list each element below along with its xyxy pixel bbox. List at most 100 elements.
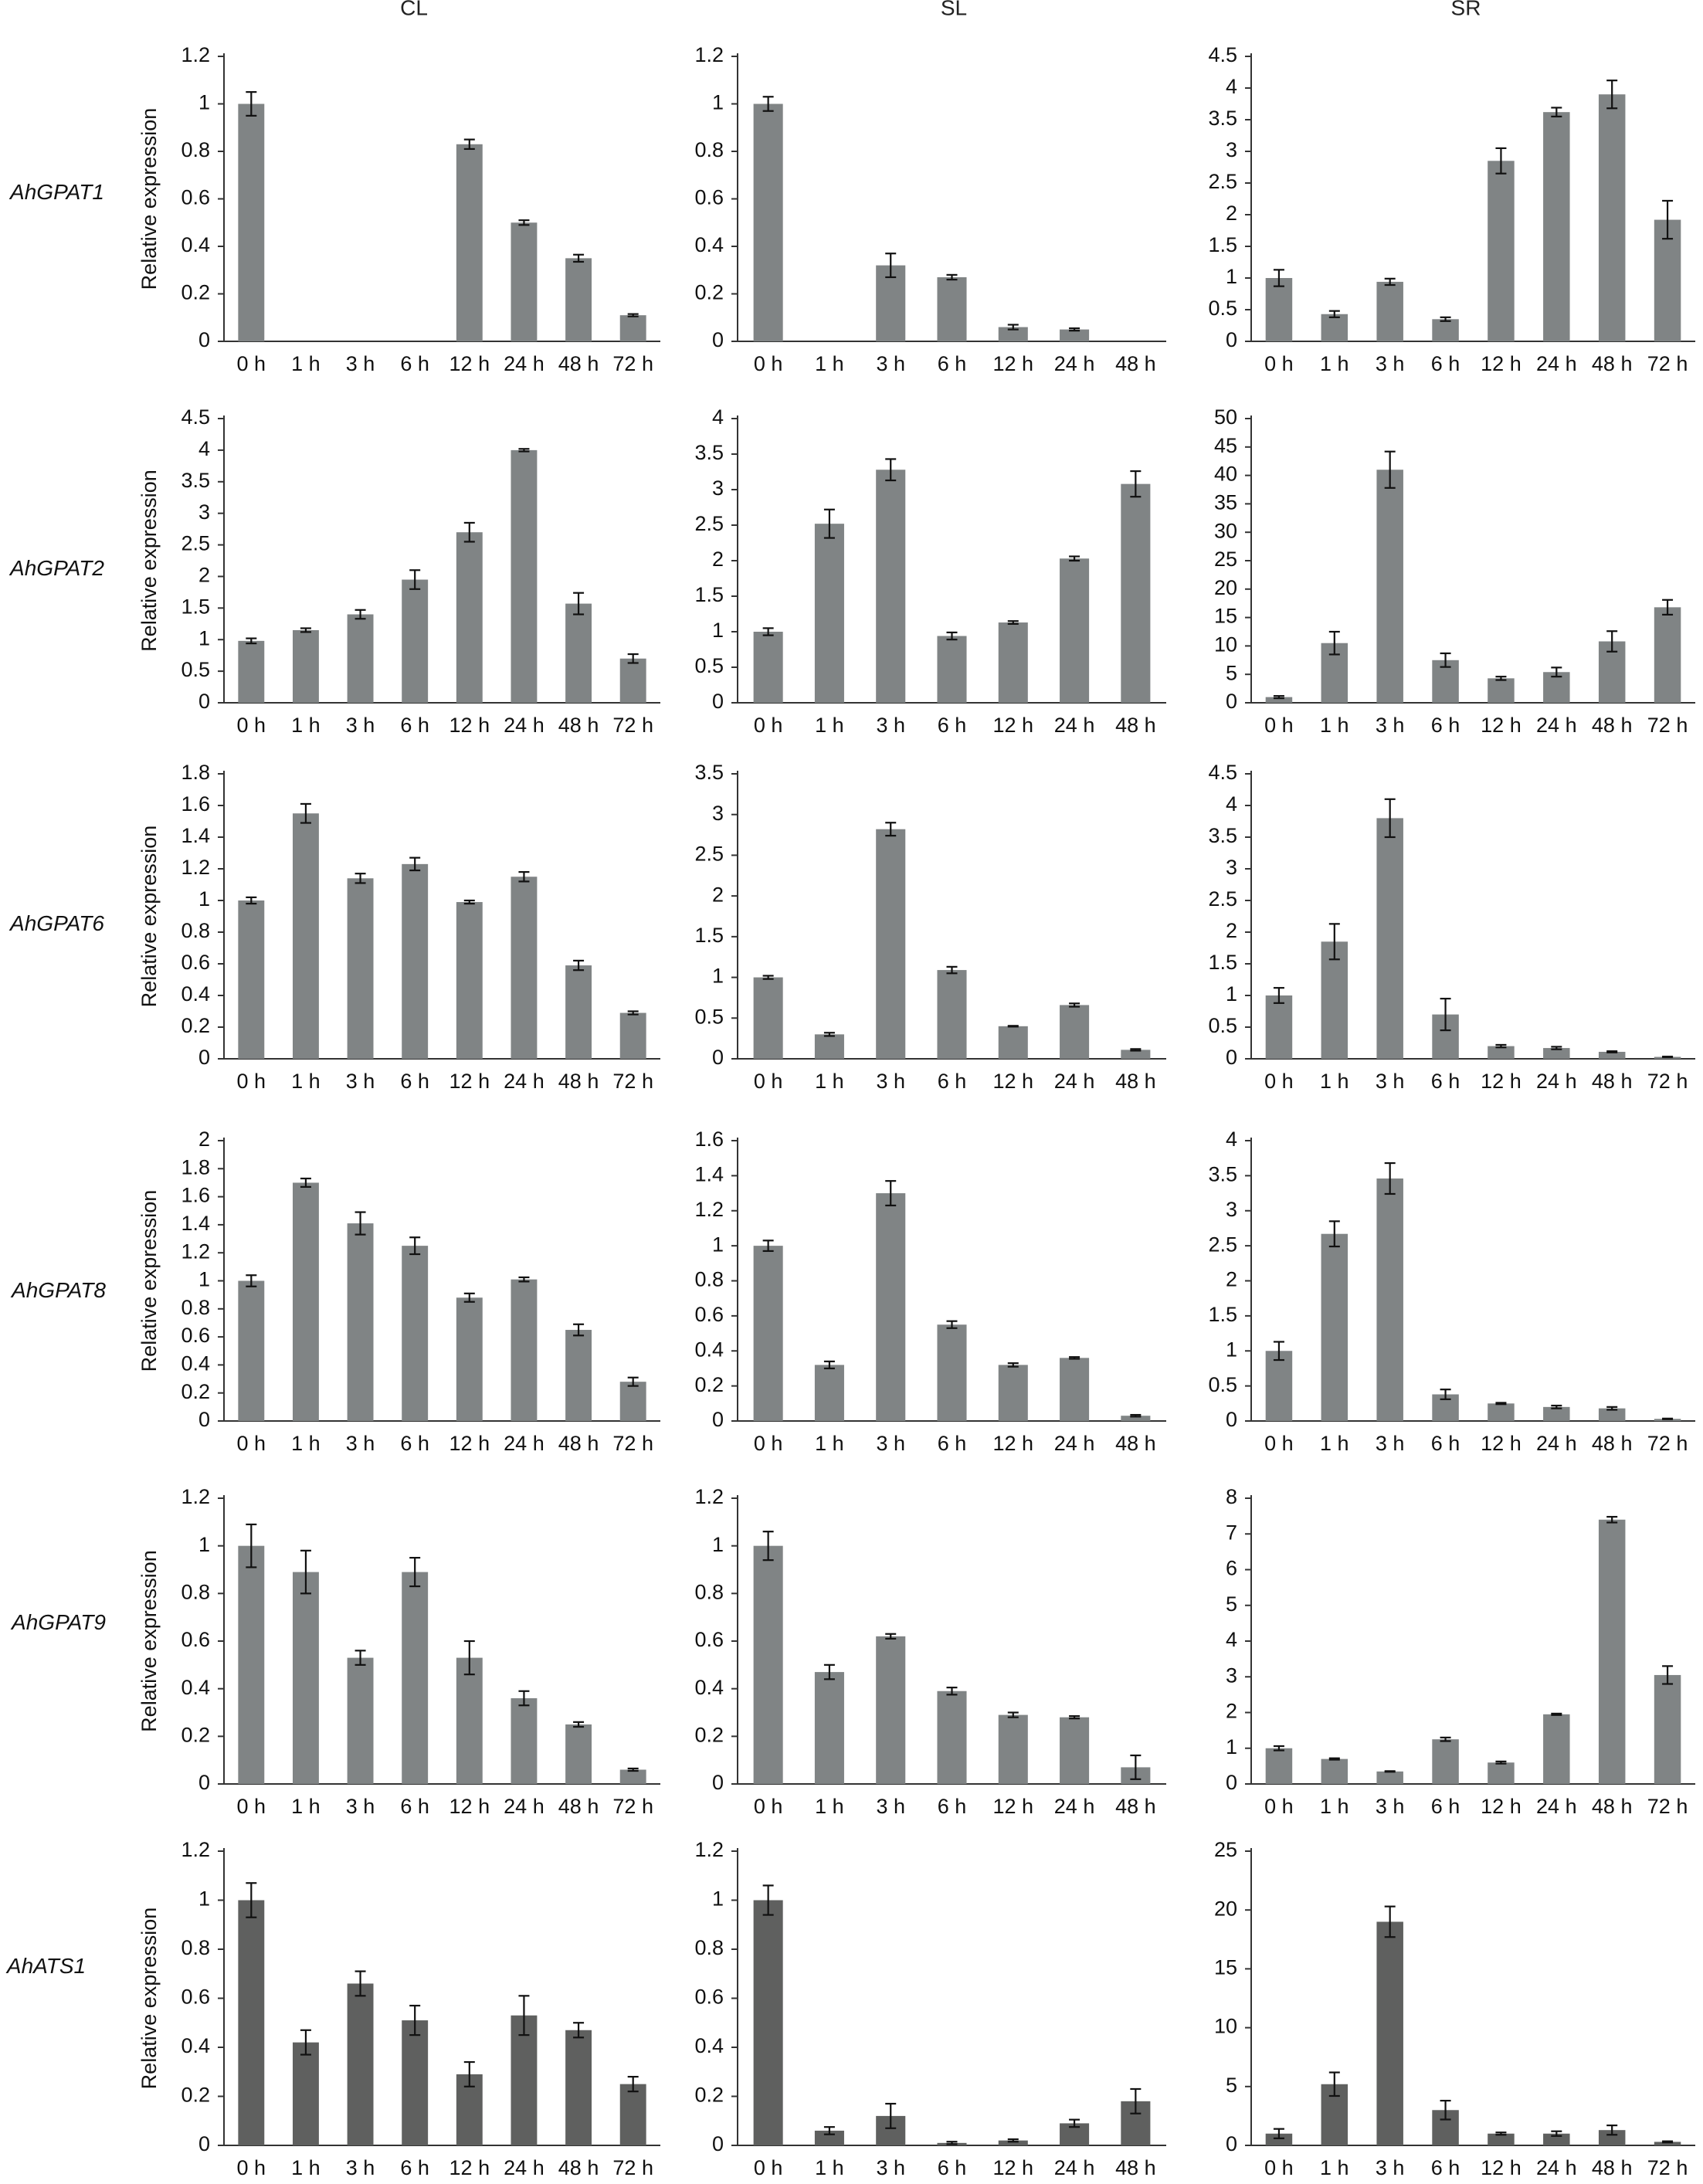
bar-ahgpat9-sr-12-h — [1488, 1762, 1515, 1784]
panel-ahats1-sr: 0 5 10 15 20 25 0 h 1 h 3 h 6 h 12 h 24 h 48 h 72 h — [1214, 1838, 1695, 2179]
y-tick-label-ahgpat8-sr: 2.5 — [1208, 1233, 1237, 1256]
panel-ahgpat2-sr: 0 5 10 15 20 25 30 35 40 45 50 0 h 1 h 3 h 6 h 12 h 24 h… — [1214, 405, 1695, 737]
error-bar-ahgpat8-sl-0-h — [762, 1240, 774, 1253]
y-tick-label-ahgpat6-sr: 0 — [1226, 1046, 1237, 1069]
x-tick-label-ahats1-sl: 6 h — [938, 2156, 967, 2179]
x-tick-label-ahats1-sl: 48 h — [1115, 2156, 1156, 2179]
x-tick-label-ahats1-cl: 3 h — [346, 2156, 375, 2179]
error-bar-ahgpat1-sr-6-h — [1440, 316, 1451, 322]
x-tick-label-ahats1-sl: 3 h — [876, 2156, 905, 2179]
x-tick-label-ahgpat6-sl: 0 h — [754, 1070, 783, 1093]
error-bar-ahgpat6-sl-6-h — [946, 965, 958, 975]
bar-ahgpat9-sr-6-h — [1432, 1739, 1459, 1784]
y-tick-label-ahgpat9-sr: 6 — [1226, 1557, 1237, 1580]
bar-ahgpat1-sr-24-h — [1543, 112, 1570, 341]
x-tick-label-ahgpat8-cl: 1 h — [291, 1432, 321, 1455]
y-tick-label-ahgpat8-cl: 2 — [198, 1128, 210, 1151]
y-tick-label-ahgpat6-sl: 2 — [712, 883, 724, 906]
y-axis-label-ahats1-cl: Relative expression — [137, 1908, 161, 2090]
x-tick-label-ahgpat1-sl: 1 h — [815, 352, 844, 375]
x-tick-label-ahats1-sr: 12 h — [1481, 2156, 1522, 2179]
bar-ahats1-cl-1-h — [292, 2042, 319, 2145]
bar-ahats1-sl-0-h — [753, 1900, 783, 2145]
y-tick-label-ahats1-sl: 0.2 — [694, 2084, 724, 2107]
y-tick-label-ahgpat6-cl: 1.8 — [181, 761, 210, 784]
gene-label-ahgpat8: AhGPAT8 — [10, 1278, 106, 1302]
error-bar-ahgpat1-sl-0-h — [762, 96, 774, 112]
x-tick-label-ahgpat9-sr: 72 h — [1647, 1795, 1688, 1818]
x-tick-label-ahgpat2-sr: 1 h — [1320, 714, 1349, 737]
panel-ahgpat1-sl: 0 0.2 0.4 0.6 0.8 1 1.2 0 h 1 h 3 h 6 h 12 h 24 h 48 … — [694, 43, 1166, 375]
error-bar-ahgpat9-cl-6-h — [409, 1556, 421, 1588]
x-tick-label-ahgpat6-sr: 48 h — [1592, 1070, 1633, 1093]
x-tick-label-ahgpat2-sl: 48 h — [1115, 714, 1156, 737]
chart-panels: 0 0.2 0.4 0.6 0.8 1 1.2 Relative expression 0 h 1… — [137, 43, 1695, 2179]
error-bar-ahgpat6-sl-0-h — [762, 975, 774, 980]
bar-ahgpat1-sr-72-h — [1654, 219, 1681, 341]
bar-ahgpat8-sl-0-h — [753, 1246, 783, 1421]
x-tick-label-ahgpat1-cl: 3 h — [346, 352, 375, 375]
error-bar-ahgpat9-sr-24-h — [1551, 1712, 1562, 1716]
error-bar-ahgpat6-sr-6-h — [1440, 997, 1451, 1032]
y-tick-label-ahgpat2-sr: 25 — [1214, 548, 1237, 571]
bar-ahats1-cl-0-h — [238, 1900, 265, 2145]
x-tick-label-ahgpat9-sr: 3 h — [1376, 1795, 1405, 1818]
bar-ahgpat6-sr-1-h — [1321, 941, 1348, 1059]
x-tick-label-ahgpat6-cl: 3 h — [346, 1070, 375, 1093]
error-bar-ahgpat9-sl-48-h — [1130, 1754, 1142, 1780]
error-bar-ahats1-sl-24-h — [1069, 2118, 1080, 2128]
y-tick-label-ahgpat2-sl: 3.5 — [694, 441, 724, 464]
error-bar-ahgpat6-cl-6-h — [409, 856, 421, 872]
y-tick-label-ahgpat9-sr: 8 — [1226, 1485, 1237, 1508]
x-tick-label-ahats1-sr: 24 h — [1536, 2156, 1577, 2179]
bar-ahgpat8-sl-48-h — [1121, 1416, 1151, 1421]
x-tick-label-ahgpat9-sr: 24 h — [1536, 1795, 1577, 1818]
error-bar-ahats1-sl-6-h — [946, 2141, 958, 2145]
y-tick-label-ahgpat1-sr: 1 — [1226, 265, 1237, 288]
bar-ahgpat8-sr-48-h — [1598, 1408, 1626, 1421]
bar-ahgpat9-cl-12-h — [456, 1657, 483, 1784]
y-tick-label-ahgpat6-cl: 0.2 — [181, 1014, 210, 1037]
bar-ahgpat9-cl-72-h — [619, 1769, 646, 1784]
y-tick-label-ahgpat2-cl: 2.5 — [181, 532, 210, 555]
error-bar-ahats1-sl-0-h — [762, 1884, 774, 1916]
y-tick-label-ahgpat8-sl: 0.2 — [694, 1373, 724, 1396]
x-tick-label-ahgpat6-cl: 12 h — [449, 1070, 490, 1093]
bar-ahgpat9-sr-48-h — [1598, 1519, 1626, 1784]
x-tick-label-ahgpat8-sr: 6 h — [1431, 1432, 1460, 1455]
y-tick-label-ahgpat8-sr: 0.5 — [1208, 1373, 1237, 1396]
bar-ahats1-sr-3-h — [1376, 1921, 1403, 2145]
bar-ahgpat6-cl-6-h — [402, 863, 429, 1059]
y-tick-label-ahgpat2-cl: 3.5 — [181, 469, 210, 492]
y-tick-label-ahgpat8-sr: 3.5 — [1208, 1163, 1237, 1186]
y-tick-label-ahgpat9-cl: 1 — [198, 1533, 210, 1556]
x-tick-label-ahgpat8-sl: 24 h — [1054, 1432, 1095, 1455]
x-tick-label-ahgpat8-sl: 1 h — [815, 1432, 844, 1455]
bar-ahgpat9-cl-0-h — [238, 1545, 265, 1784]
x-tick-label-ahgpat2-sl: 6 h — [938, 714, 967, 737]
x-tick-label-ahgpat6-sr: 12 h — [1481, 1070, 1522, 1093]
panel-ahgpat8-sl: 0 0.2 0.4 0.6 0.8 1 1.2 1.4 1.6 0 h 1 h 3 h 6 h 12 h 2… — [694, 1128, 1166, 1455]
error-bar-ahgpat8-sl-1-h — [823, 1360, 835, 1370]
error-bar-ahgpat8-cl-3-h — [355, 1211, 366, 1236]
error-bar-ahgpat8-cl-1-h — [300, 1177, 311, 1188]
x-tick-label-ahgpat2-sl: 24 h — [1054, 714, 1095, 737]
error-bar-ahgpat6-sl-3-h — [885, 822, 897, 837]
bar-ahgpat8-sl-12-h — [998, 1365, 1028, 1421]
x-tick-label-ahgpat9-cl: 72 h — [612, 1795, 653, 1818]
y-tick-label-ahgpat6-sl: 3 — [712, 802, 724, 825]
error-bar-ahgpat8-sl-24-h — [1069, 1356, 1080, 1360]
error-bar-ahgpat9-cl-24-h — [518, 1690, 530, 1707]
y-tick-label-ahgpat6-sr: 3.5 — [1208, 824, 1237, 847]
x-tick-label-ahgpat1-sl: 24 h — [1054, 352, 1095, 375]
y-tick-label-ahgpat1-sr: 3 — [1226, 138, 1237, 161]
y-tick-label-ahgpat8-sl: 1.2 — [694, 1198, 724, 1221]
panel-ahats1-cl: 0 0.2 0.4 0.6 0.8 1 1.2 Relative expression 0 h 1… — [137, 1838, 660, 2179]
error-bar-ahgpat2-sr-24-h — [1551, 666, 1562, 678]
error-bar-ahgpat6-sr-0-h — [1273, 987, 1284, 1004]
error-bar-ahats1-cl-72-h — [627, 2076, 639, 2093]
error-bar-ahgpat1-sl-3-h — [885, 253, 897, 279]
error-bar-ahgpat8-cl-24-h — [518, 1276, 530, 1283]
y-tick-label-ahgpat2-sl: 2 — [712, 548, 724, 571]
y-tick-label-ahgpat6-sr: 4.5 — [1208, 761, 1237, 784]
